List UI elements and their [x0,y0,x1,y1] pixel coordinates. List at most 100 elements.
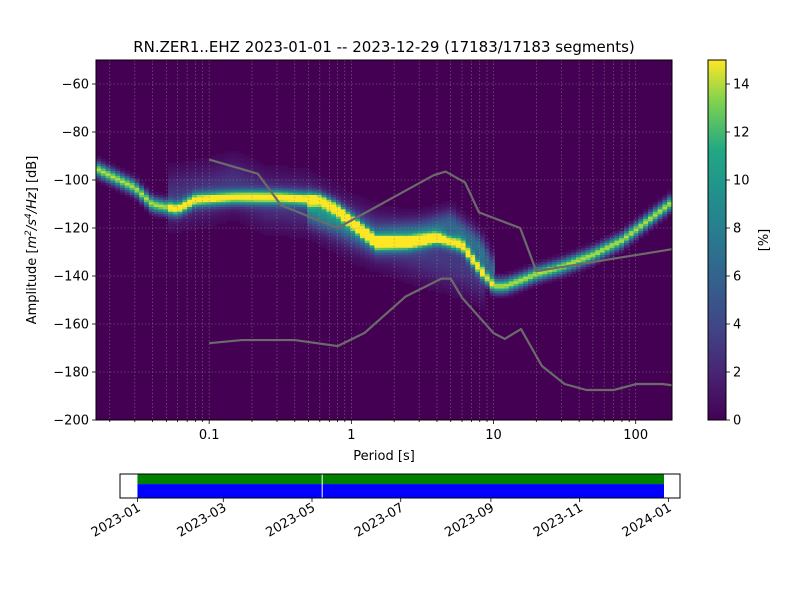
heatmap-cell [288,213,294,217]
heatmap-cell [312,172,318,176]
heatmap-cell [412,213,419,217]
heatmap-cell [470,252,476,255]
heatmap-cell [643,223,649,227]
heatmap-cell [652,220,659,224]
heatmap-cell [360,199,366,203]
heatmap-cell [201,216,207,219]
heatmap-cell [643,225,649,229]
heatmap-cell [484,242,491,246]
heatmap-cell [235,218,241,222]
heatmap-cell [345,199,351,203]
heatmap-cell [475,225,481,229]
heatmap-cell [283,180,289,183]
heatmap-cell [513,273,519,277]
heatmap-cell [585,242,591,246]
heatmap-cell [196,184,203,188]
heatmap-cell [484,256,491,260]
heatmap-cell [628,225,635,229]
heatmap-cell [532,261,539,265]
heatmap-cell [259,208,265,212]
heatmap-cell [475,247,481,251]
heatmap-cell [408,244,414,248]
heatmap-cell [278,218,284,222]
heatmap-cell [249,204,255,207]
heatmap-cell [427,276,433,279]
heatmap-cell [201,199,207,203]
heatmap-cell [480,247,486,251]
heatmap-cell [379,211,385,215]
heatmap-cell [369,220,375,224]
heatmap-cell [345,252,351,255]
heatmap-cell [652,218,659,222]
heatmap-cell [417,271,423,275]
heatmap-cell [484,264,491,267]
heatmap-cell [456,276,462,279]
heatmap-cell [230,218,236,222]
heatmap-cell [652,211,659,215]
heatmap-cell [398,278,404,282]
heatmap-cell [427,268,433,272]
heatmap-cell [364,199,371,203]
heatmap-cell [475,302,481,306]
heatmap-cell [398,240,404,243]
heatmap-cell [460,235,467,239]
heatmap-cell [120,184,126,188]
heatmap-cell [408,216,414,219]
heatmap-cell [408,273,414,277]
heatmap-cell [244,184,251,188]
heatmap-cell [331,220,337,224]
heatmap-cell [216,218,222,222]
heatmap-cell [336,247,342,251]
heatmap-cell [384,259,390,263]
heatmap-cell [278,168,284,171]
heatmap-cell [288,182,294,186]
heatmap-cell [268,184,275,188]
heatmap-cell [547,264,553,267]
heatmap-cell [446,218,452,222]
heatmap-cell [302,180,308,183]
heatmap-cell [432,259,438,263]
heatmap-cell [144,204,150,207]
heatmap-cell [312,201,318,205]
heatmap-cell [158,192,164,195]
heatmap-cell [278,177,284,181]
heatmap-cell [475,223,481,227]
heatmap-cell [321,208,327,212]
heatmap-cell [412,223,419,227]
heatmap-cell [220,206,227,210]
heatmap-cell [259,223,265,227]
heatmap-cell [441,225,447,229]
heatmap-cell [340,240,347,243]
heatmap-cell [96,172,102,176]
heatmap-cell [412,225,419,229]
heatmap-cell [436,290,443,294]
heatmap-cell [580,252,587,255]
heatmap-cell [388,266,395,270]
heatmap-cell [374,249,380,253]
heatmap-cell [336,204,342,207]
heatmap-cell [364,242,371,246]
heatmap-cell [321,232,327,236]
heatmap-cell [182,160,188,164]
heatmap-cell [345,244,351,248]
heatmap-cell [456,223,462,227]
heatmap-cell [283,201,289,205]
heatmap-cell [489,247,495,251]
heatmap-cell [297,187,303,191]
heatmap-cell [187,168,193,171]
heatmap-cell [177,201,183,205]
heatmap-cell [388,261,395,265]
heatmap-cell [177,228,183,231]
heatmap-cell [604,244,611,248]
heatmap-cell [600,254,606,258]
heatmap-cell [460,295,467,299]
heatmap-cell [172,196,179,200]
heatmap-cell [312,237,318,241]
heatmap-cell [628,232,635,236]
timeline-tick-label: 2023-09 [442,500,497,540]
heatmap-cell [422,268,428,272]
heatmap-cell [350,204,356,207]
heatmap-cell [187,213,193,217]
heatmap-cell [96,163,102,167]
heatmap-cell [273,206,279,210]
